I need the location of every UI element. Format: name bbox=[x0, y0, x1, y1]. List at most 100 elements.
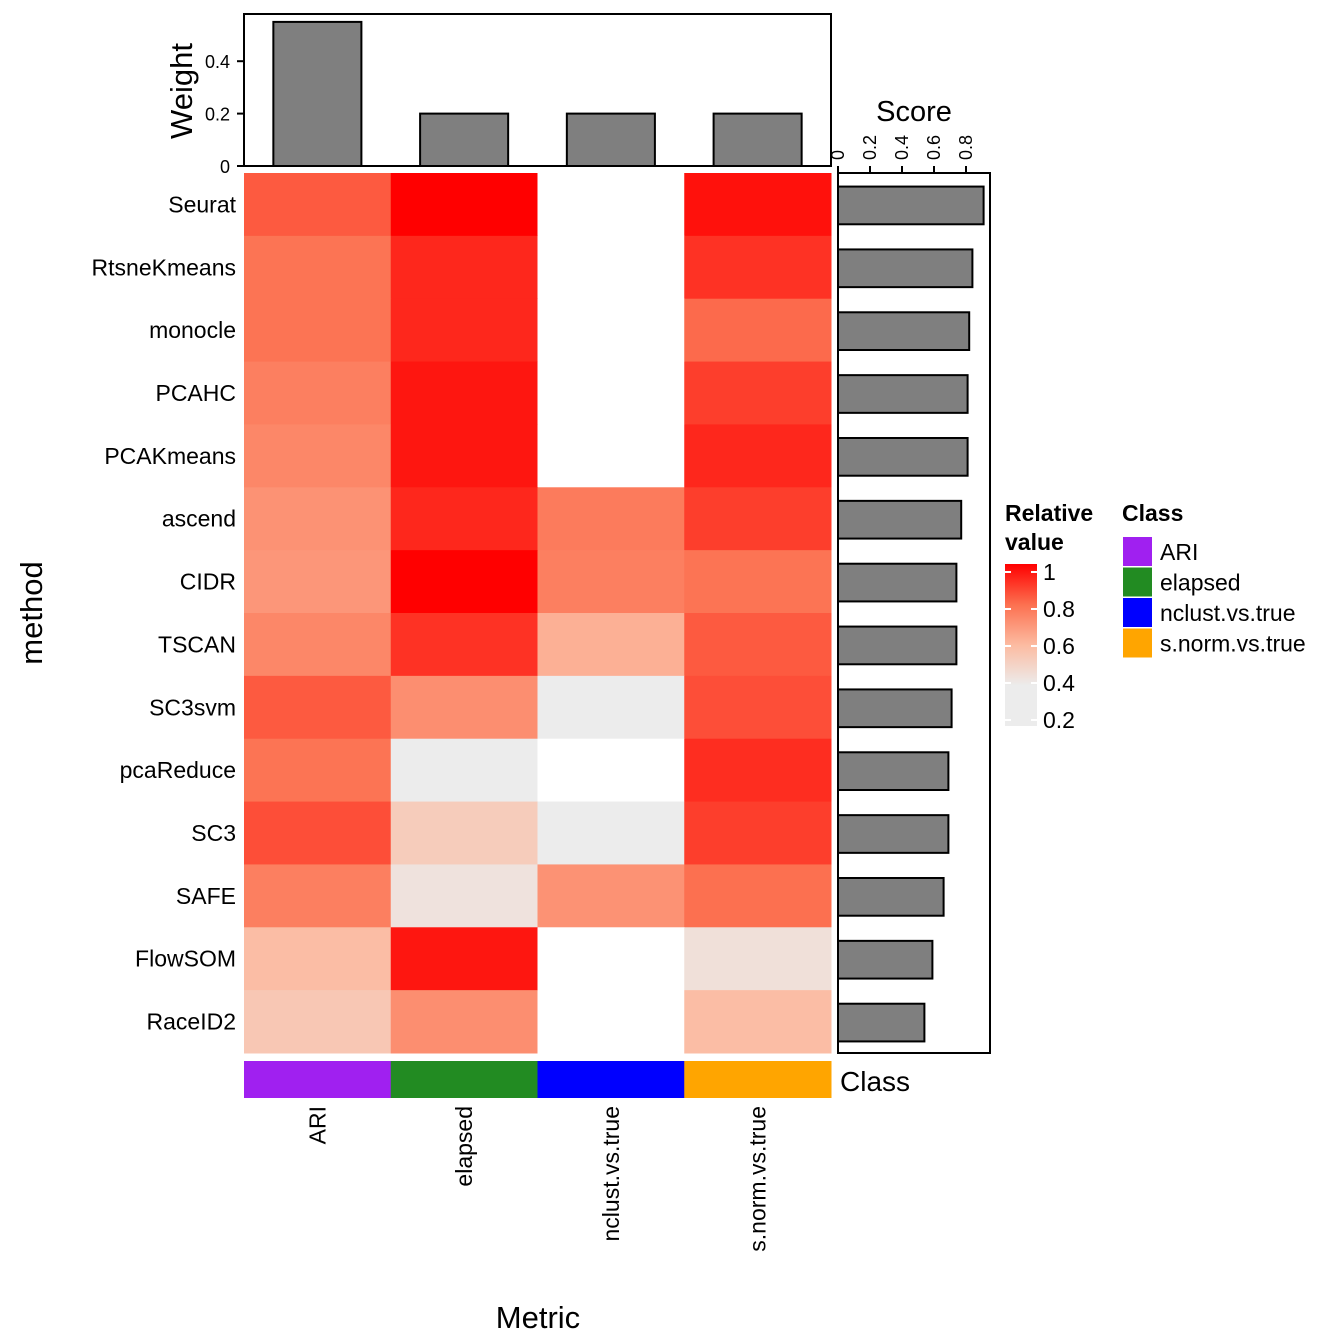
score-tick-label: 0.2 bbox=[860, 135, 880, 160]
method-label: SC3 bbox=[191, 820, 236, 846]
heatmap-cell bbox=[244, 550, 392, 614]
color-scale-tick-label: 0.2 bbox=[1043, 707, 1075, 733]
score-bar bbox=[837, 562, 958, 603]
color-scale-ticks: 1 0.8 0.6 0.4 0.2 bbox=[1005, 559, 1075, 733]
heatmap-cell bbox=[684, 864, 832, 928]
method-label: PCAKmeans bbox=[104, 443, 236, 469]
relative-value-legend: Relative value 1 0.8 0.6 0.4 0.2 bbox=[1005, 500, 1093, 733]
score-bar bbox=[837, 939, 934, 980]
score-panel: 0 0.2 0.4 0.6 0.8 Score bbox=[828, 96, 991, 1054]
metric-label: nclust.vs.true bbox=[598, 1106, 624, 1242]
method-label: TSCAN bbox=[158, 631, 236, 657]
class-legend-title: Class bbox=[1122, 500, 1183, 526]
heatmap-cell bbox=[537, 738, 685, 803]
class-legend-label: nclust.vs.true bbox=[1160, 600, 1296, 626]
method-label: monocle bbox=[149, 317, 236, 343]
heatmap-cell bbox=[390, 613, 538, 677]
score-tick-label: 0.8 bbox=[956, 135, 976, 160]
heatmap-cell bbox=[537, 173, 685, 237]
method-label: RtsneKmeans bbox=[92, 254, 236, 280]
color-scale-tick-label: 0.8 bbox=[1043, 596, 1075, 622]
color-scale-tick-label: 0.6 bbox=[1043, 633, 1075, 659]
weight-tick-label: 0 bbox=[220, 157, 230, 177]
heatmap-cell bbox=[537, 361, 685, 425]
weight-bars bbox=[272, 20, 803, 168]
heatmap-cell bbox=[684, 675, 832, 740]
score-bar bbox=[837, 814, 950, 854]
heatmap-cell bbox=[390, 990, 538, 1054]
class-strip-label: Class bbox=[840, 1066, 910, 1097]
heatmap-cell bbox=[537, 990, 685, 1054]
heatmap-cell bbox=[684, 801, 832, 865]
weight-bar bbox=[272, 20, 363, 168]
score-bar bbox=[837, 625, 958, 666]
y-axis-title: method bbox=[14, 561, 49, 664]
score-bar bbox=[837, 185, 985, 226]
weight-axis: 0 0.2 0.4 bbox=[205, 52, 244, 177]
heatmap-cell bbox=[537, 675, 685, 740]
heatmap-cell bbox=[537, 613, 685, 677]
heatmap-cell bbox=[537, 298, 685, 363]
method-label: CIDR bbox=[180, 569, 236, 595]
heatmap-cell bbox=[537, 487, 685, 551]
method-label: ascend bbox=[162, 506, 236, 532]
method-labels: Seurat RtsneKmeans monocle PCAHC PCAKmeans as… bbox=[92, 191, 237, 1034]
heatmap-cell bbox=[537, 801, 685, 865]
score-bar bbox=[837, 311, 971, 351]
heatmap-cell bbox=[244, 927, 392, 991]
heatmap-cell bbox=[390, 801, 538, 865]
score-bar bbox=[837, 1002, 926, 1043]
heatmap-cell bbox=[684, 298, 832, 363]
heatmap-cell bbox=[537, 550, 685, 614]
class-legend-swatch bbox=[1123, 537, 1152, 566]
weight-bar bbox=[419, 112, 510, 167]
score-bar bbox=[837, 374, 969, 414]
class-legend-items: ARI elapsed nclust.vs.true s.norm.vs.true bbox=[1123, 537, 1306, 658]
heatmap-cell bbox=[390, 298, 538, 363]
heatmap-cell bbox=[390, 173, 538, 237]
method-label: RaceID2 bbox=[147, 1009, 236, 1035]
heatmap-cell bbox=[684, 613, 832, 677]
metric-label: elapsed bbox=[451, 1106, 477, 1187]
heatmap-cell bbox=[684, 361, 832, 425]
relative-value-legend-title-line1: Relative bbox=[1005, 500, 1093, 526]
heatmap-cell bbox=[684, 738, 832, 803]
heatmap-cell bbox=[244, 298, 392, 363]
weight-tick-label: 0.2 bbox=[205, 105, 230, 125]
class-strip-cell bbox=[684, 1061, 832, 1098]
score-bar bbox=[837, 248, 974, 289]
heatmap-cell bbox=[684, 173, 832, 237]
metric-label: s.norm.vs.true bbox=[745, 1106, 771, 1252]
score-bar bbox=[837, 499, 963, 540]
weight-bar bbox=[565, 112, 656, 167]
method-label: FlowSOM bbox=[135, 946, 236, 972]
heatmap-cells bbox=[244, 173, 832, 1054]
class-legend: Class ARI elapsed nclust.vs.true s.norm.vs.… bbox=[1122, 500, 1306, 658]
relative-value-legend-title-line2: value bbox=[1005, 529, 1064, 555]
score-tick-label: 0.6 bbox=[924, 135, 944, 160]
heatmap-cell bbox=[244, 173, 392, 237]
class-legend-swatch bbox=[1123, 567, 1152, 597]
heatmap-cell bbox=[390, 550, 538, 614]
weight-axis-title: Weight bbox=[164, 43, 199, 139]
heatmap-cell bbox=[244, 487, 392, 551]
class-legend-swatch bbox=[1123, 598, 1152, 627]
heatmap-cell bbox=[244, 738, 392, 803]
heatmap-cell bbox=[390, 235, 538, 300]
heatmap-cell bbox=[244, 801, 392, 865]
heatmap-cell bbox=[244, 990, 392, 1054]
heatmap-cell bbox=[390, 361, 538, 425]
method-label: pcaReduce bbox=[120, 757, 236, 783]
metric-label: ARI bbox=[304, 1106, 330, 1144]
heatmap-cell bbox=[390, 487, 538, 551]
score-tick-label: 0 bbox=[828, 150, 848, 160]
score-tick-label: 0.4 bbox=[892, 135, 912, 160]
method-label: SC3svm bbox=[149, 694, 236, 720]
score-panel-frame bbox=[837, 172, 991, 1054]
heatmap-cell bbox=[390, 927, 538, 991]
weight-tick-label: 0.4 bbox=[205, 52, 230, 72]
class-legend-label: elapsed bbox=[1160, 570, 1241, 596]
heatmap-cell bbox=[244, 235, 392, 300]
weight-panel: 0 0.2 0.4 Weight bbox=[164, 13, 832, 177]
